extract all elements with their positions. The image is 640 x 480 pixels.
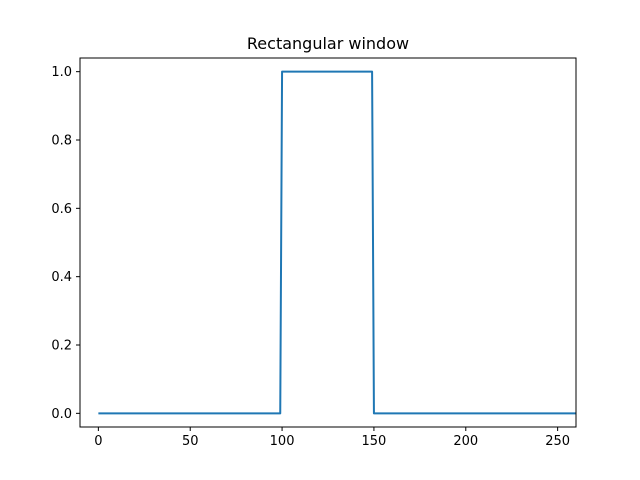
x-tick-label: 250 [545,434,570,449]
plot-frame [79,57,577,428]
y-tick-label: 0.4 [51,270,72,285]
chart-title: Rectangular window [247,34,409,53]
y-tick-label: 1.0 [51,65,72,80]
x-tick-label: 100 [270,434,295,449]
x-tick-label: 50 [182,434,199,449]
y-tick-label: 0.2 [51,339,72,354]
y-axis-ticks: 0.0 0.2 0.4 0.6 0.8 1.0 [51,65,80,422]
y-tick-label: 0.0 [51,407,72,422]
x-tick-label: 0 [94,434,102,449]
x-tick-label: 200 [453,434,478,449]
x-axis-ticks: 0 50 100 150 200 250 [94,427,570,449]
x-tick-label: 150 [362,434,387,449]
y-tick-label: 0.8 [51,134,72,149]
series-layer [98,70,576,415]
y-tick-label: 0.6 [51,202,72,217]
series-line [98,70,576,415]
